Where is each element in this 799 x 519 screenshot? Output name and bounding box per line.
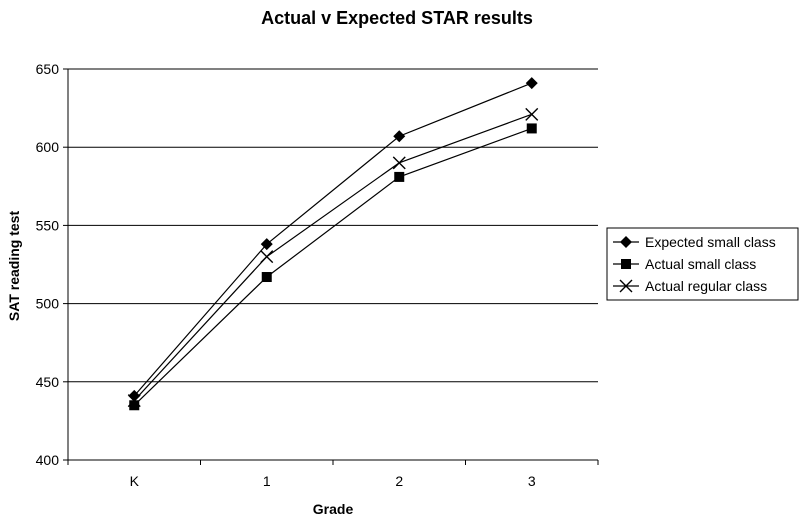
data-point-x [127,394,141,408]
y-axis-title: SAT reading test [6,211,22,322]
data-point-square [526,123,537,134]
x-axis-title: Grade [313,501,354,517]
x-marker-strokes [260,250,274,264]
y-tick-label: 500 [36,296,60,312]
data-point-x [525,107,539,121]
series-line-square [133,127,532,406]
x-marker-strokes [127,394,141,408]
y-tick-label: 550 [36,217,60,233]
legend-label: Expected small class [645,234,776,250]
legend-marker-square [621,259,631,269]
x-marker-strokes [619,279,633,293]
y-tick-label: 650 [36,61,60,77]
x-tick-label: 3 [528,473,536,489]
data-point-square [261,272,272,283]
y-tick-label: 600 [36,139,60,155]
chart-title: Actual v Expected STAR results [261,8,533,28]
legend-label: Actual small class [645,256,756,272]
data-point-diamond [525,77,538,90]
data-point-square [129,400,140,411]
y-tick-label: 450 [36,374,60,390]
legend-marker-x [619,279,633,293]
legend: Expected small class Actual small class Ac… [606,227,799,301]
series-line-x [133,113,532,401]
data-point-x [392,156,406,170]
data-point-diamond [393,130,406,143]
y-tick-label: 400 [36,452,60,468]
x-marker-strokes [392,156,406,170]
series-line-diamond [133,82,532,397]
legend-marker-diamond [620,236,632,248]
legend-label: Actual regular class [645,278,767,294]
data-point-diamond [128,389,141,402]
data-point-x [260,250,274,264]
plot-area: 400 450 500 550 600 650 K 1 2 3 [36,61,599,489]
x-tick-label: 2 [395,473,403,489]
x-tick-label: K [130,473,140,489]
x-tick-label: 1 [263,473,271,489]
x-marker-strokes [525,107,539,121]
data-point-diamond [260,238,273,251]
data-point-square [394,171,405,182]
